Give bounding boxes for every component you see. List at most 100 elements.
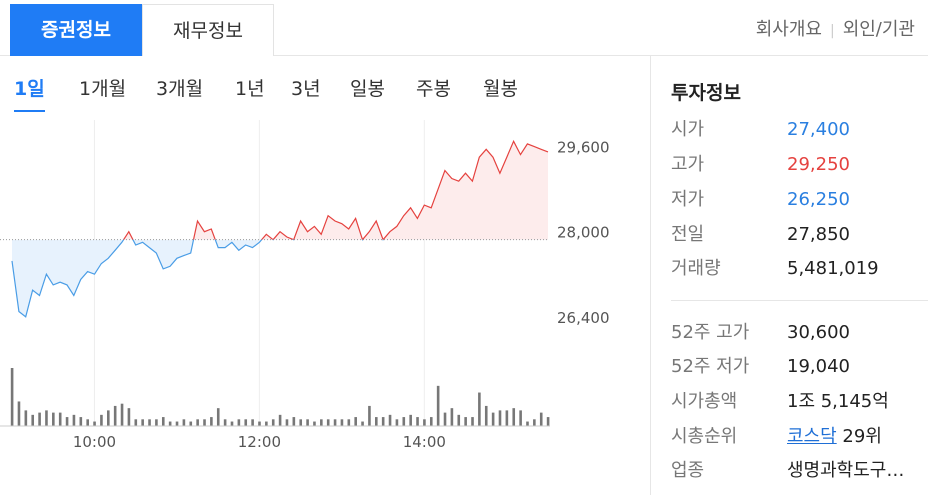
price-line-down xyxy=(11,239,384,318)
volume-bar xyxy=(354,417,357,426)
volume-bar xyxy=(223,419,227,426)
volume-bar xyxy=(299,419,303,426)
foreign-institution-link[interactable]: 외인/기관 xyxy=(842,19,915,40)
volume-bar xyxy=(175,421,179,426)
link-separator: | xyxy=(829,23,835,39)
info-row-high: 고가 29,250 xyxy=(671,151,850,179)
period-tab-monthly[interactable]: 월봉 xyxy=(483,78,518,100)
info-label: 시가총액 xyxy=(671,391,738,412)
period-tab-weekly[interactable]: 주봉 xyxy=(416,78,451,100)
volume-bar xyxy=(278,414,282,426)
volume-bar xyxy=(519,410,522,426)
period-tab-daily[interactable]: 일봉 xyxy=(350,78,385,100)
volume-bar xyxy=(457,414,461,426)
tab-financial-info[interactable]: 재무정보 xyxy=(142,4,274,56)
volume-bar xyxy=(450,408,454,426)
period-tab-3m[interactable]: 3개월 xyxy=(156,78,204,100)
volume-bar xyxy=(113,405,117,426)
info-label: 시총순위 xyxy=(671,426,738,447)
volume-bar xyxy=(320,419,323,426)
period-tab-1y[interactable]: 1년 xyxy=(235,78,265,100)
top-links: 회사개요 | 외인/기관 xyxy=(756,4,915,56)
volume-bar xyxy=(210,417,213,426)
volume-bar xyxy=(24,410,28,426)
volume-bar xyxy=(120,403,124,426)
tab-securities-info[interactable]: 증권정보 xyxy=(10,4,142,56)
volume-bar xyxy=(326,419,330,426)
volume-bar xyxy=(484,405,488,426)
volume-bar xyxy=(148,419,151,426)
volume-bar xyxy=(237,419,241,426)
volume-bar xyxy=(333,419,337,426)
info-row-open: 시가 27,400 xyxy=(671,116,850,144)
volume-bar xyxy=(72,414,76,426)
volume-bar xyxy=(292,417,296,426)
volume-bar xyxy=(141,419,144,426)
volume-bar xyxy=(395,419,399,426)
volume-bar xyxy=(306,419,309,426)
volume-bar xyxy=(361,421,364,426)
volume-bar xyxy=(45,410,48,426)
volume-bar xyxy=(52,412,55,426)
industry-link[interactable]: 생명과학도구… xyxy=(787,460,905,481)
kosdaq-link[interactable]: 코스닥 xyxy=(787,426,837,447)
volume-bar xyxy=(388,414,392,426)
volume-bar xyxy=(526,421,529,426)
volume-bar xyxy=(134,419,138,426)
panel-title: 투자정보 xyxy=(671,82,741,104)
volume-bar xyxy=(416,417,419,426)
volume-bar xyxy=(100,414,103,426)
volume-bar xyxy=(251,419,254,426)
info-label: 거래량 xyxy=(671,258,721,279)
y-tick-label: 29,600 xyxy=(557,139,610,157)
volume-bar xyxy=(58,412,62,426)
volume-bar xyxy=(182,419,186,426)
info-divider xyxy=(671,300,928,301)
period-tab-3y[interactable]: 3년 xyxy=(291,78,321,100)
info-row-prev-close: 전일 27,850 xyxy=(671,221,850,249)
volume-bar xyxy=(65,417,69,426)
period-tab-1m[interactable]: 1개월 xyxy=(79,78,127,100)
period-tab-1d[interactable]: 1일 xyxy=(14,72,45,112)
volume-bar xyxy=(203,419,206,426)
volume-bar xyxy=(375,417,378,426)
investment-info-panel: 투자정보 시가 27,400 고가 29,250 저가 26,250 전일 27,850… xyxy=(650,56,928,495)
volume-bar xyxy=(402,417,406,426)
volume-bar xyxy=(79,417,83,426)
price-area-down xyxy=(12,239,548,317)
volume-bar xyxy=(313,421,316,426)
info-value: 19,040 xyxy=(787,356,850,377)
volume-bar xyxy=(196,419,199,426)
volume-bar xyxy=(107,410,110,426)
volume-bar xyxy=(505,410,509,426)
price-area-up xyxy=(123,141,548,240)
volume-bar xyxy=(86,419,89,426)
volume-bar xyxy=(409,414,412,426)
volume-bar xyxy=(347,419,351,426)
info-row-market-cap: 시가총액 1조 5,145억 xyxy=(671,388,889,416)
y-tick-label: 28,000 xyxy=(557,224,610,242)
company-overview-link[interactable]: 회사개요 xyxy=(755,19,822,40)
info-row-volume: 거래량 5,481,019 xyxy=(671,255,879,283)
x-tick-label: 14:00 xyxy=(403,433,446,451)
volume-bar xyxy=(168,421,172,426)
volume-bar xyxy=(31,414,35,426)
info-label: 52주 저가 xyxy=(671,356,750,377)
volume-bar xyxy=(161,417,165,426)
volume-bar xyxy=(258,421,261,426)
x-tick-label: 10:00 xyxy=(73,433,116,451)
info-value: 30,600 xyxy=(787,322,850,343)
volume-bar xyxy=(512,408,516,426)
volume-bar xyxy=(471,417,474,426)
info-value: 29,250 xyxy=(787,154,850,175)
y-tick-label: 26,400 xyxy=(557,309,610,327)
volume-bar xyxy=(436,385,440,426)
info-label: 고가 xyxy=(671,154,705,175)
volume-bar xyxy=(478,392,481,426)
volume-bar xyxy=(265,421,268,426)
volume-bar xyxy=(285,419,289,426)
volume-bar xyxy=(189,421,193,426)
volume-bar xyxy=(491,412,495,426)
info-label: 업종 xyxy=(671,460,705,481)
info-label: 전일 xyxy=(671,224,705,245)
